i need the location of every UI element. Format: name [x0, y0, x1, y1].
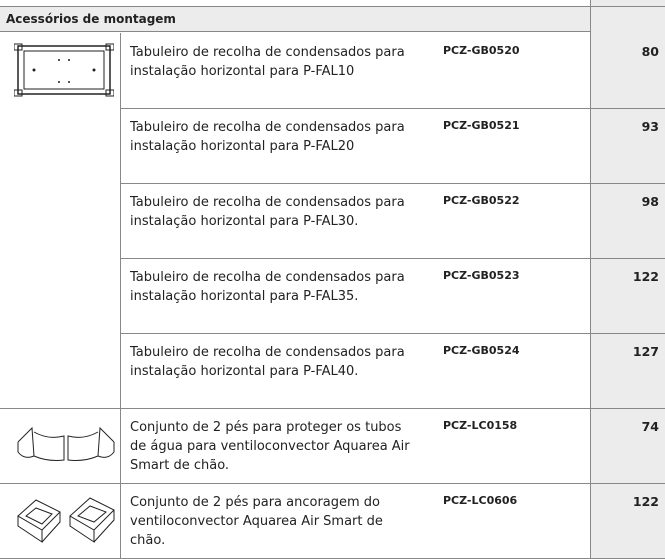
- description: Tabuleiro de recolha de condensados para…: [130, 120, 405, 154]
- description: Tabuleiro de recolha de condensados para…: [130, 270, 405, 304]
- price: 93: [641, 119, 659, 134]
- feet-icon: [17, 426, 115, 461]
- price-column: [590, 0, 665, 559]
- product-code: PCZ-GB0522: [443, 194, 520, 207]
- description: Conjunto de 2 pés para proteger os tubos…: [130, 420, 410, 473]
- tray-icon: [14, 43, 114, 97]
- row-separator: [121, 108, 665, 109]
- section-title: Acessórios de montagem: [0, 7, 590, 32]
- product-code: PCZ-GB0521: [443, 119, 520, 132]
- product-code: PCZ-LC0158: [443, 419, 518, 432]
- product-code: PCZ-LC0606: [443, 494, 518, 507]
- description: Tabuleiro de recolha de condensados para…: [130, 195, 405, 229]
- image-divider: [120, 408, 121, 483]
- row-separator: [121, 258, 665, 259]
- description: Tabuleiro de recolha de condensados para…: [130, 45, 405, 79]
- image-divider: [120, 483, 121, 558]
- price: 122: [632, 269, 659, 284]
- price: 74: [641, 419, 659, 434]
- header-band: [0, 0, 665, 7]
- description: Tabuleiro de recolha de condensados para…: [130, 345, 405, 379]
- product-code: PCZ-GB0524: [443, 344, 520, 357]
- price: 127: [632, 344, 659, 359]
- row-separator: [121, 333, 665, 334]
- description: Conjunto de 2 pés para ancoragem do vent…: [130, 495, 383, 548]
- row-separator: [121, 183, 665, 184]
- row-separator: [0, 483, 665, 484]
- product-code: PCZ-GB0520: [443, 44, 520, 57]
- row-separator: [0, 408, 665, 409]
- price: 122: [632, 494, 659, 509]
- product-code: PCZ-GB0523: [443, 269, 520, 282]
- price: 98: [641, 194, 659, 209]
- image-divider: [120, 33, 121, 408]
- anchor-icon: [17, 497, 115, 543]
- price: 80: [641, 44, 659, 59]
